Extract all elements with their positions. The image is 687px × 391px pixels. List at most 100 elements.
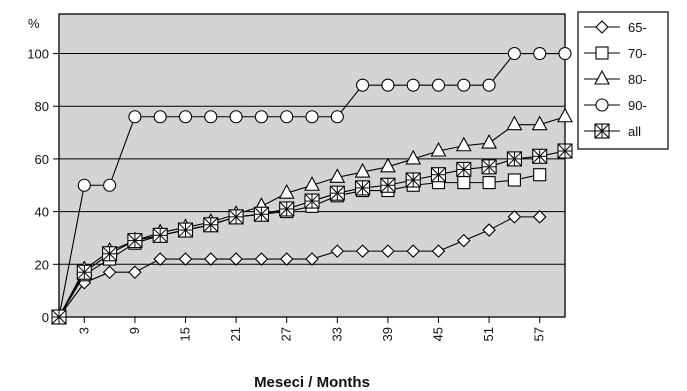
data-point [405,149,422,165]
data-point [279,201,295,217]
y-tick-label: 60 [35,152,49,167]
data-point [506,115,523,131]
data-point [533,168,547,182]
x-axis-title: Meseci / Months [254,374,370,391]
data-point [356,78,370,92]
data-point [381,244,395,258]
legend-marker [594,69,610,85]
data-point [278,184,295,199]
data-point [457,176,471,190]
data-point [430,167,447,183]
y-tick-label: 0 [42,310,49,325]
data-point [379,157,396,173]
legend-item: 70- [584,46,647,61]
data-point [457,233,471,248]
legend-item: all [584,123,641,139]
x-tick-label: 57 [532,327,547,341]
data-point [381,78,395,92]
y-tick-label: 100 [27,47,49,62]
data-point [481,133,498,149]
data-point [77,178,91,192]
data-point [51,309,67,325]
data-point [128,110,142,124]
data-point [558,46,572,61]
data-point [557,143,573,159]
data-point [204,110,218,124]
data-point [507,210,522,224]
data-point [304,193,320,209]
data-point [482,176,496,190]
legend-marker [595,46,609,60]
x-tick-label: 3 [76,327,91,334]
series-4 [51,143,573,325]
data-point [405,172,421,188]
data-point [203,217,219,233]
x-tick-label: 27 [279,327,294,341]
data-point [532,148,548,164]
data-point [330,244,345,258]
data-point [103,178,117,192]
x-tick-label: 9 [127,327,142,334]
legend-label: 90- [628,98,647,113]
data-point [481,159,497,175]
data-point [153,110,167,124]
plot-background [58,13,566,318]
data-point [152,227,168,243]
y-axis-unit: % [28,16,40,31]
legend-item: 65- [584,20,647,35]
data-point [178,252,193,266]
x-tick-label: 33 [329,327,344,341]
data-point [204,252,218,266]
data-point [177,222,194,238]
data-point [178,110,193,124]
legend-label: all [628,124,641,139]
legend-label: 80- [628,72,647,87]
y-tick-label: 80 [35,99,49,114]
x-tick-label: 15 [178,327,193,341]
data-point [330,110,344,124]
data-point [456,161,472,178]
data-point [482,223,496,237]
legend-item: 90- [584,98,647,113]
data-point [253,206,269,222]
data-point [280,110,294,124]
data-point [355,244,370,258]
x-tick-label: 21 [228,327,243,341]
data-point [254,110,268,124]
data-point [431,78,446,92]
data-point [531,115,548,131]
data-point [506,151,522,167]
legend: 65- 70- 80- 90- all [577,11,669,150]
legend-item: 80- [584,69,647,87]
data-point [305,252,319,266]
data-point [229,110,243,124]
legend-marker [594,123,610,139]
legend-marker [595,20,609,34]
data-point [355,180,371,196]
series-3 [52,46,572,324]
data-point [228,209,244,225]
data-point [406,78,420,92]
data-point [457,78,471,92]
data-point [532,210,547,224]
data-point [406,244,420,258]
data-point [329,168,346,183]
data-point [76,264,92,280]
data-point [102,246,118,262]
data-point [279,252,294,266]
series-layer [51,46,573,325]
data-point [229,252,243,266]
data-point [254,252,269,266]
data-point [329,185,345,201]
data-point [354,162,371,178]
x-tick-label: 51 [481,327,496,341]
data-point [533,46,547,61]
data-point [102,265,117,279]
x-tick-label: 45 [431,327,446,341]
data-point [304,176,320,191]
data-point [482,78,496,92]
legend-box [577,11,669,150]
legend-label: 70- [628,46,647,61]
